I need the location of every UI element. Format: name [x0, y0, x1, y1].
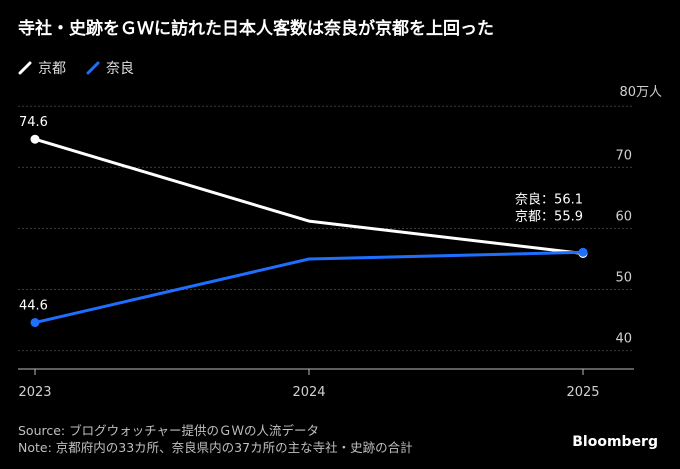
brand-logo: Bloomberg [572, 434, 658, 450]
x-tick-label-2025: 2025 [566, 385, 599, 400]
legend-item-kyoto: 京都 [18, 58, 66, 78]
y-tick-label-60: 60 [615, 209, 632, 224]
point-nara-2023 [30, 318, 40, 328]
legend: 京都 奈良 [18, 58, 134, 78]
legend-label-nara: 奈良 [106, 61, 134, 77]
chart-title: 寺社・史跡をＧＷに訪れた日本人客数は奈良が京都を上回った [18, 19, 494, 39]
point-kyoto-2023 [30, 134, 40, 144]
label-kyoto-2025: 京都：55.9 [515, 209, 583, 224]
y-tick-label-70: 70 [615, 148, 632, 163]
legend-item-nara: 奈良 [86, 58, 134, 78]
label-kyoto-2023: 74.6 [19, 115, 48, 130]
legend-swatch-kyoto [18, 61, 32, 75]
x-tick-label-2023: 2023 [18, 385, 51, 400]
series-line-nara [34, 250, 584, 325]
x-tick-label-2024: 2024 [292, 385, 325, 400]
y-tick-label-40: 40 [615, 332, 632, 347]
footer: Source: ブログウォッチャー提供のＧＷの人流データ Note: 京都府内の… [18, 422, 413, 456]
legend-swatch-nara [86, 61, 100, 75]
note-text: Note: 京都府内の33カ所、奈良県内の37カ所の主な寺社・史跡の合計 [18, 440, 413, 455]
point-nara-2025 [578, 247, 588, 257]
label-nara-2025: 奈良：56.1 [515, 191, 583, 207]
source-text: Source: ブログウォッチャー提供のＧＷの人流データ [18, 423, 319, 438]
label-nara-2023: 44.6 [19, 299, 48, 314]
y-tick-label-50: 50 [615, 271, 632, 286]
legend-label-kyoto: 京都 [38, 61, 66, 77]
series-line-kyoto [34, 137, 584, 255]
y-unit-label: 80万人 [619, 85, 662, 100]
